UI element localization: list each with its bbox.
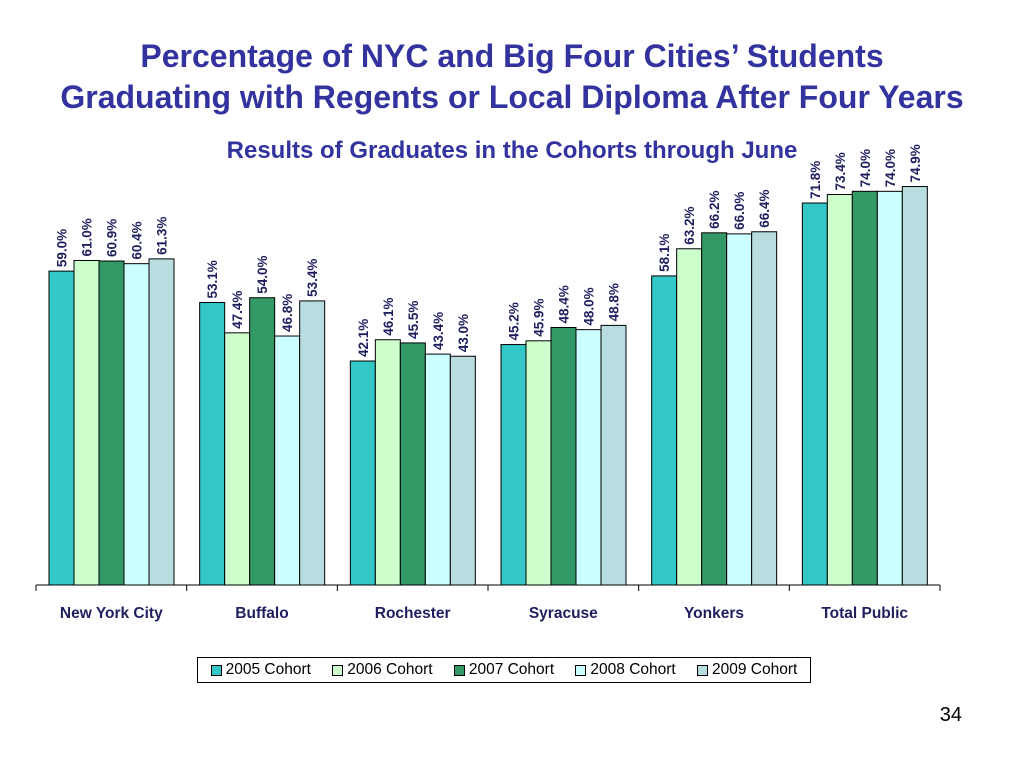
data-label-3-3: 48.0%	[582, 287, 597, 325]
chart-title: Percentage of NYC and Big Four Cities’ S…	[0, 36, 1024, 118]
data-label-3-0: 45.2%	[507, 302, 522, 340]
bar-0-2	[98, 260, 125, 586]
data-label-4-2: 66.2%	[707, 191, 722, 229]
bar-5-4	[901, 186, 928, 586]
legend-item-2: 2007 Cohort	[453, 661, 555, 679]
bar-3-3	[575, 329, 602, 586]
legend-item-1: 2006 Cohort	[332, 661, 433, 679]
data-label-1-0: 53.1%	[205, 260, 220, 298]
bar-2-2	[399, 342, 426, 586]
bar-5-3	[876, 190, 903, 586]
bar-0-0	[48, 270, 75, 586]
data-label-4-4: 66.4%	[757, 189, 772, 227]
data-label-1-3: 46.8%	[280, 294, 295, 332]
legend-swatch-1	[332, 664, 344, 676]
bar-2-1	[374, 339, 401, 586]
bars-group	[48, 186, 928, 586]
bar-2-3	[424, 353, 451, 586]
bar-4-0	[651, 275, 678, 586]
category-label-1: Buffalo	[235, 605, 288, 622]
chart-title-line-2: Graduating with Regents or Local Diploma…	[60, 79, 964, 115]
bar-5-2	[851, 190, 878, 586]
data-label-2-2: 45.5%	[406, 301, 421, 339]
data-label-4-0: 58.1%	[657, 234, 672, 272]
data-label-5-2: 74.0%	[858, 149, 873, 187]
chart-subtitle: Results of Graduates in the Cohorts thro…	[226, 137, 798, 164]
data-label-3-2: 48.4%	[557, 285, 572, 323]
data-label-2-4: 43.0%	[456, 314, 471, 352]
data-label-1-1: 47.4%	[230, 291, 245, 329]
bar-0-3	[123, 263, 150, 586]
data-label-1-2: 54.0%	[255, 255, 270, 293]
category-label-2: Rochester	[375, 605, 451, 622]
data-label-5-4: 74.9%	[908, 144, 923, 182]
bar-1-0	[199, 302, 226, 586]
legend-label-2: 2007 Cohort	[468, 661, 555, 678]
legend-swatch-4	[697, 664, 709, 676]
data-label-5-3: 74.0%	[883, 149, 898, 187]
bar-1-4	[299, 300, 326, 586]
data-label-0-2: 60.9%	[105, 219, 120, 257]
data-label-0-0: 59.0%	[55, 229, 70, 267]
category-label-5: Total Public	[821, 605, 908, 622]
data-label-2-3: 43.4%	[431, 312, 446, 350]
legend: 2005 Cohort 2006 Cohort 2007 Cohort 2008 Co…	[197, 657, 811, 683]
legend-label-3: 2008 Cohort	[590, 661, 676, 678]
bar-1-3	[274, 335, 301, 586]
category-label-3: Syracuse	[529, 605, 598, 622]
bar-4-3	[726, 233, 753, 586]
data-label-2-1: 46.1%	[381, 297, 396, 335]
bar-1-2	[249, 297, 276, 586]
bar-3-1	[525, 340, 552, 586]
data-label-0-1: 61.0%	[80, 218, 95, 256]
data-label-5-0: 71.8%	[808, 161, 823, 199]
legend-swatch-3	[575, 664, 587, 676]
bar-4-4	[751, 231, 778, 586]
data-label-1-4: 53.4%	[305, 259, 320, 297]
bar-4-1	[676, 248, 703, 586]
x-axis-ticks	[35, 585, 941, 591]
category-label-4: Yonkers	[684, 605, 744, 622]
category-label-0: New York City	[60, 605, 163, 622]
bar-0-4	[148, 258, 175, 586]
bar-2-0	[349, 360, 376, 586]
legend-label-1: 2006 Cohort	[347, 661, 433, 678]
bar-1-1	[224, 332, 251, 586]
legend-label-0: 2005 Cohort	[225, 661, 311, 678]
data-label-5-1: 73.4%	[833, 152, 848, 190]
bar-5-1	[826, 194, 853, 586]
legend-item-4: 2009 Cohort	[697, 661, 797, 679]
legend-swatch-2	[453, 664, 465, 676]
data-label-4-1: 63.2%	[682, 206, 697, 244]
bar-0-1	[73, 259, 100, 586]
data-label-0-4: 61.3%	[155, 217, 170, 255]
bar-3-2	[550, 327, 577, 586]
data-label-0-3: 60.4%	[130, 221, 145, 259]
legend-item-0: 2005 Cohort	[210, 661, 311, 679]
legend-swatch-0	[210, 664, 222, 676]
legend-label-4: 2009 Cohort	[712, 661, 798, 678]
data-label-2-0: 42.1%	[356, 319, 371, 357]
chart-title-line-1: Percentage of NYC and Big Four Cities’ S…	[140, 38, 884, 74]
bar-4-2	[701, 232, 728, 586]
data-label-3-1: 45.9%	[532, 299, 547, 337]
category-labels-group: New York City Buffalo Rochester Syracuse Yon…	[60, 605, 908, 622]
bar-5-0	[801, 202, 828, 586]
bar-3-4	[600, 324, 627, 586]
page-number: 34	[939, 704, 962, 726]
data-label-4-3: 66.0%	[732, 192, 747, 230]
bar-2-4	[449, 355, 476, 586]
bar-3-0	[500, 344, 527, 586]
legend-item-3: 2008 Cohort	[575, 661, 676, 679]
data-label-3-4: 48.8%	[607, 283, 622, 321]
data-labels-group: 59.0% 61.0% 60.9% 60.4% 61.3% 53.1% 47.4% 54.0%…	[55, 144, 923, 357]
